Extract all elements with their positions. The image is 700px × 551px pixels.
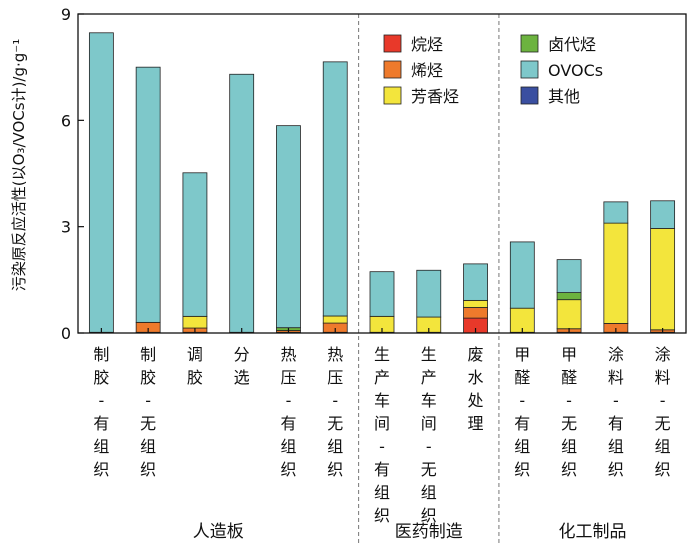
legend-swatch: [383, 86, 402, 105]
legend-swatch: [383, 34, 402, 53]
bar-segment: [322, 61, 348, 317]
bar-segment: [463, 307, 488, 319]
y-tick-label: 6: [61, 111, 71, 130]
legend-swatch: [383, 60, 402, 79]
group-label: 化工制品: [558, 522, 626, 542]
x-tick-label: 涂料-有组织: [608, 345, 624, 479]
legend-label: OVOCs: [548, 61, 603, 80]
x-tick-label: 调胶: [187, 345, 203, 387]
bar-segment: [416, 269, 442, 318]
bar-segment: [229, 73, 255, 333]
bar-segment: [650, 228, 676, 331]
x-tick-label: 甲醛-有组织: [514, 345, 530, 479]
bar-segment: [556, 259, 582, 293]
x-tick-label: 制胶-无组织: [140, 345, 156, 479]
bar-segment: [603, 222, 629, 324]
legend-swatch: [520, 86, 539, 105]
legend-label: 卤代烃: [548, 35, 596, 54]
bar-segment: [603, 201, 629, 224]
legend-swatch: [520, 60, 539, 79]
legend-label: 其他: [548, 87, 580, 106]
y-tick-label: 9: [61, 5, 71, 24]
bar-segment: [509, 241, 535, 309]
axes-layer: 0 3 6 9: [61, 5, 687, 546]
legend-swatch: [520, 34, 539, 53]
bar-segment: [135, 66, 161, 323]
x-tick-label: 涂料-无组织: [655, 345, 671, 479]
bars-layer: [88, 32, 676, 334]
x-tick-label: 热压-无组织: [327, 345, 343, 479]
bar-segment: [182, 172, 208, 317]
bar-segment: [276, 125, 301, 329]
x-tick-label: 生产车间-有组织: [374, 345, 390, 525]
legend-label: 芳香烃: [411, 87, 459, 106]
x-tick-label: 热压-有组织: [280, 345, 296, 479]
bar-segment: [463, 299, 488, 308]
x-tick-label: 分选: [234, 345, 250, 387]
bar-segment: [88, 32, 114, 333]
bar-segment: [463, 263, 488, 301]
x-tick-label: 生产车间-无组织: [421, 345, 437, 525]
group-label: 医药制造: [395, 522, 463, 542]
bar-segment: [650, 200, 676, 229]
bar-segment: [369, 271, 395, 317]
y-axis-title: 污染原反应活性(以O₃/VOCs计)/g·g⁻¹: [10, 39, 28, 291]
bar-segment: [556, 299, 582, 330]
bar-segment: [322, 315, 348, 324]
y-tick-label: 0: [61, 324, 71, 343]
legend-label: 烷烃: [411, 35, 443, 54]
bar-segment: [556, 292, 582, 301]
legend-label: 烯烃: [411, 61, 443, 80]
bar-segment: [182, 315, 208, 329]
x-tick-label: 甲醛-无组织: [561, 345, 577, 479]
group-label: 人造板: [193, 522, 244, 542]
x-tick-label: 制胶-有组织: [93, 345, 109, 479]
x-tick-label: 废水处理: [468, 345, 484, 433]
y-tick-label: 3: [61, 218, 71, 237]
